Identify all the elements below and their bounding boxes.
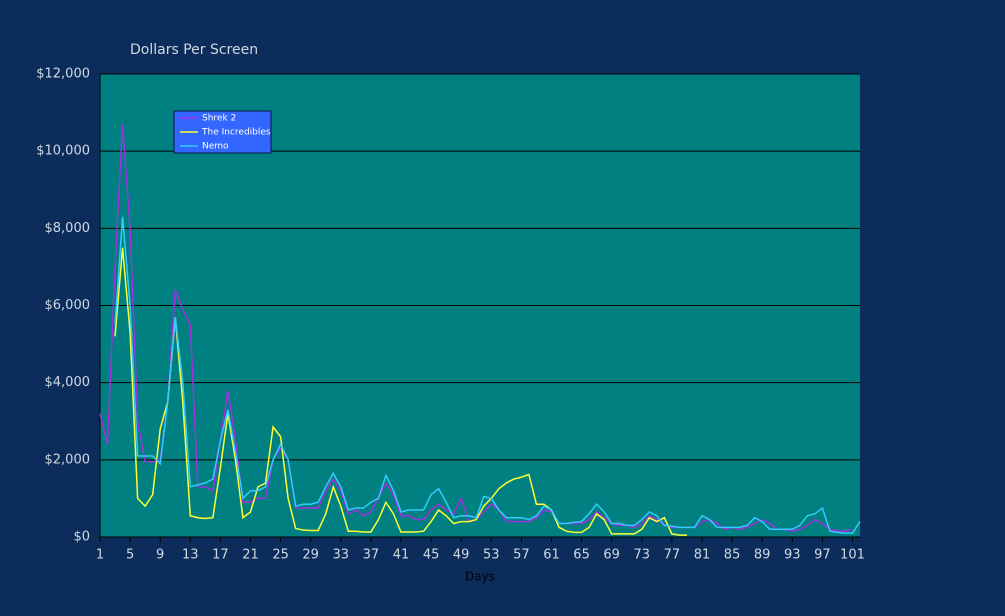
y-tick-label: $4,000: [45, 375, 91, 390]
y-tick-label: $0: [73, 530, 90, 545]
legend-label: The Incredibles: [201, 128, 271, 138]
x-tick-label: 45: [423, 548, 440, 563]
x-tick-label: 25: [272, 548, 289, 563]
x-tick-label: 37: [363, 548, 380, 563]
x-axis-label: Days: [465, 570, 495, 584]
y-tick-label: $2,000: [45, 452, 91, 467]
x-tick-label: 73: [634, 548, 651, 563]
x-tick-label: 21: [242, 548, 259, 563]
y-tick-label: $8,000: [45, 221, 91, 236]
x-tick-label: 69: [603, 548, 620, 563]
x-tick-label: 97: [814, 548, 831, 563]
x-tick-label: 9: [156, 548, 164, 563]
x-tick-label: 17: [212, 548, 229, 563]
series-line: [114, 216, 861, 534]
x-tick-label: 89: [754, 548, 771, 563]
x-tick-label: 101: [840, 548, 865, 563]
x-tick-label: 33: [333, 548, 350, 563]
x-tick-label: 53: [483, 548, 500, 563]
x-tick-label: 61: [543, 548, 560, 563]
legend-label: Nemo: [202, 142, 229, 152]
x-tick-label: 77: [664, 548, 681, 563]
x-tick-label: 85: [724, 548, 741, 563]
legend-label: Shrek 2: [202, 114, 236, 124]
y-tick-label: $12,000: [36, 67, 90, 82]
x-tick-label: 41: [393, 548, 410, 563]
x-tick-label: 81: [694, 548, 711, 563]
y-tick-label: $6,000: [45, 298, 91, 313]
x-tick-label: 5: [126, 548, 134, 563]
x-tick-label: 49: [453, 548, 470, 563]
x-tick-label: 93: [784, 548, 801, 563]
x-tick-label: 29: [302, 548, 319, 563]
x-tick-label: 57: [513, 548, 530, 563]
y-tick-label: $10,000: [36, 144, 90, 159]
x-tick-label: 13: [182, 548, 199, 563]
x-tick-label: 65: [573, 548, 590, 563]
series-line: [114, 247, 687, 536]
x-tick-label: 1: [96, 548, 104, 563]
chart-title: Dollars Per Screen: [130, 42, 258, 58]
